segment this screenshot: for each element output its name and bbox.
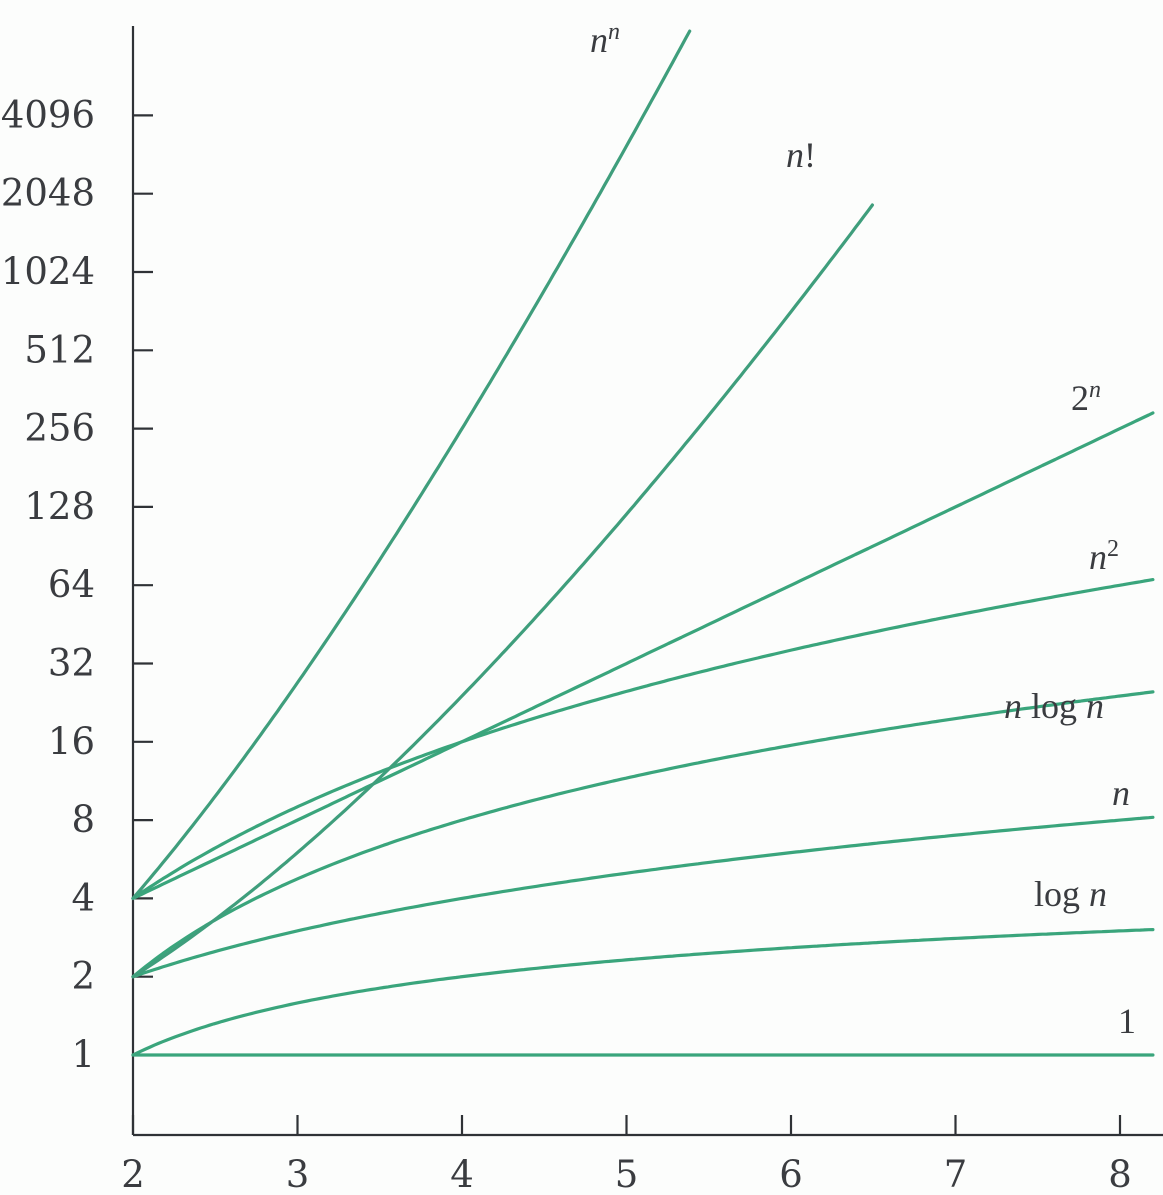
x-tick-label: 7 xyxy=(944,1153,968,1195)
x-tick-label: 4 xyxy=(450,1153,474,1195)
x-tick-label: 2 xyxy=(121,1153,145,1195)
series-label: n! xyxy=(786,135,816,175)
series-labels: 1 log n n n log n n2 2n n! nn xyxy=(590,19,1136,1041)
series-label: n2 xyxy=(1089,536,1119,577)
series-line xyxy=(131,411,1155,900)
x-tick-label: 3 xyxy=(286,1153,310,1195)
series-line xyxy=(131,29,692,900)
series-line xyxy=(131,815,1155,979)
y-tick-label: 256 xyxy=(24,407,95,450)
y-tick-label: 2 xyxy=(71,955,95,998)
y-tick-label: 32 xyxy=(48,642,95,685)
y-tick-label: 512 xyxy=(24,328,95,371)
series-label: n xyxy=(1112,773,1130,813)
series-label: log n xyxy=(1034,874,1107,914)
x-tick-label: 5 xyxy=(615,1153,639,1195)
series-label: nn xyxy=(590,19,620,60)
axes xyxy=(131,26,1163,1137)
series-line xyxy=(131,690,1155,979)
series-label: 2n xyxy=(1071,377,1101,418)
y-tick-label: 16 xyxy=(48,720,95,763)
series-line xyxy=(131,578,1155,900)
series-lines xyxy=(131,29,1155,1057)
y-tick-label: 4096 xyxy=(1,93,95,136)
series-line xyxy=(131,203,874,979)
series-label: n log n xyxy=(1004,686,1104,726)
x-tick-label: 8 xyxy=(1108,1153,1132,1195)
series-line xyxy=(131,928,1155,1057)
ticks: 1 2 4 8 16 32 64 128 256 512 1024 2048 4096 2 3 4 5 6 7 8 xyxy=(1,93,1132,1195)
y-tick-label: 1024 xyxy=(1,250,95,293)
y-tick-label: 128 xyxy=(24,485,95,528)
y-tick-label: 64 xyxy=(48,563,95,606)
x-tick-label: 6 xyxy=(779,1153,803,1195)
y-tick-label: 4 xyxy=(71,876,95,919)
y-tick-label: 8 xyxy=(71,798,95,841)
series-label: 1 xyxy=(1118,1001,1136,1041)
y-tick-label: 2048 xyxy=(1,172,95,215)
y-tick-label: 1 xyxy=(71,1033,95,1076)
